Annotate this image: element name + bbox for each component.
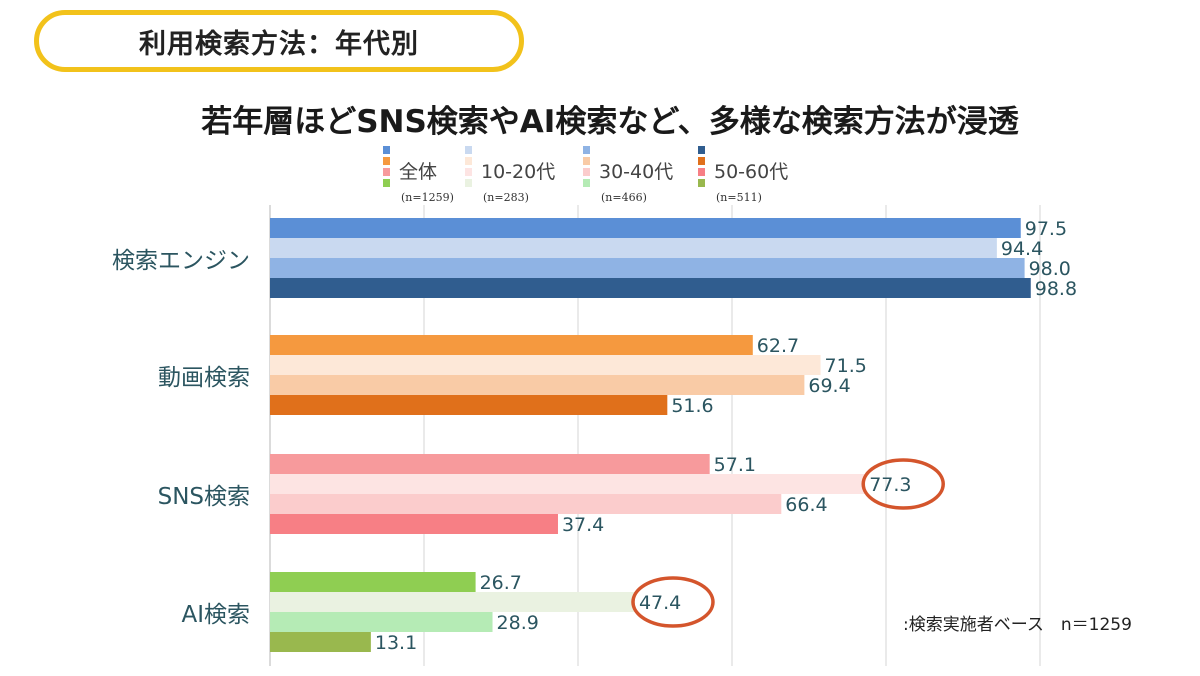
legend-swatch [698,157,705,165]
value-label: 98.8 [1035,278,1077,300]
legend-swatch [583,168,590,176]
bar [270,514,558,534]
legend-swatch [465,146,472,154]
legend-n-label: (n=511) [716,191,762,204]
bar [270,335,753,355]
legend-swatch [383,157,390,165]
value-label: 94.4 [1001,238,1043,260]
bar [270,278,1031,298]
base-note: :検索実施者ベース n＝1259 [903,615,1132,635]
bar [270,494,782,514]
bar [270,375,805,395]
bar [270,612,493,632]
legend-swatch [465,168,472,176]
section-tag-label: 利用検索方法：年代別 [139,28,419,60]
category-label: AI検索 [181,602,250,628]
bar [270,218,1021,238]
category-label: 検索エンジン [112,248,250,274]
value-label: 26.7 [480,572,522,594]
value-label: 51.6 [671,395,713,417]
value-label: 69.4 [808,375,850,397]
legend-n-label: (n=1259) [401,191,454,204]
highlight-circle [861,458,945,510]
legend-swatch [698,146,705,154]
value-label: 98.0 [1029,258,1071,280]
legend-n-label: (n=466) [601,191,647,204]
legend-label: 10-20代 [481,161,555,183]
value-label: 13.1 [375,632,417,654]
legend-label: 全体 [399,161,437,183]
legend-swatch [465,157,472,165]
legend-label: 50-60代 [714,161,788,183]
bar [270,632,371,652]
legend-swatch [583,179,590,187]
bar [270,572,476,592]
legend-swatch [583,157,590,165]
bar [270,474,866,494]
section-tag: 利用検索方法：年代別 [34,10,524,72]
value-label: 57.1 [714,454,756,476]
chart-title: 若年層ほどSNS検索やAI検索など、多様な検索方法が浸透 [201,104,1019,140]
legend-swatch [383,168,390,176]
value-label: 71.5 [825,355,867,377]
legend-swatch [383,179,390,187]
bar [270,592,635,612]
value-label: 77.3 [869,474,911,496]
bar [270,258,1025,278]
value-label: 66.4 [785,494,827,516]
bar [270,238,997,258]
legend-swatch [698,179,705,187]
legend-swatch [465,179,472,187]
legend-n-label: (n=283) [483,191,529,204]
value-label: 37.4 [562,514,604,536]
legend-swatch [383,146,390,154]
legend-label: 30-40代 [599,161,673,183]
category-label: 動画検索 [158,365,250,391]
bar [270,395,668,415]
legend-swatch [698,168,705,176]
bar [270,355,821,375]
legend-swatch [583,146,590,154]
value-label: 28.9 [497,612,539,634]
value-label: 97.5 [1025,218,1067,240]
value-label: 47.4 [639,592,681,614]
highlight-circle [631,576,715,628]
bar [270,454,710,474]
category-label: SNS検索 [158,484,250,510]
value-label: 62.7 [757,335,799,357]
